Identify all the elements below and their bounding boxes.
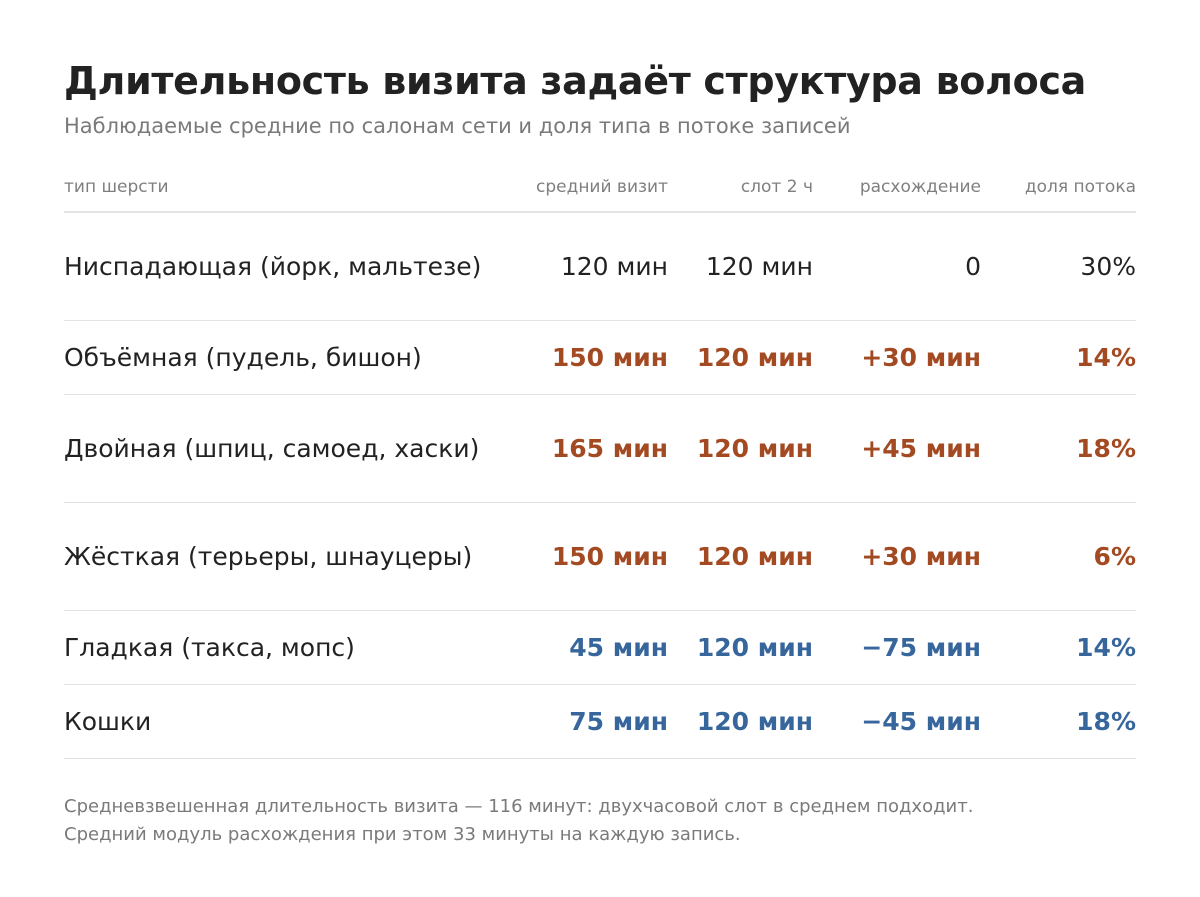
row-share: 6% (1093, 541, 1136, 571)
row-avg-visit: 150 мин (551, 541, 668, 571)
row-diff: 0 (965, 251, 981, 281)
row-slot: 120 мин (696, 706, 813, 736)
row-share: 18% (1076, 433, 1136, 463)
table-row: Ниспадающая (йорк, мальтезе) 120 мин 120… (64, 213, 1136, 321)
row-avg-visit: 75 мин (569, 706, 668, 736)
row-avg-visit: 150 мин (551, 342, 668, 372)
row-avg-visit: 45 мин (569, 632, 668, 662)
row-diff: +30 мин (861, 541, 981, 571)
row-slot: 120 мин (696, 541, 813, 571)
chart-subtitle: Наблюдаемые средние по салонам сети и до… (64, 114, 851, 138)
row-type-label: Гладкая (такса, мопс) (64, 632, 355, 662)
row-share: 30% (1080, 251, 1136, 281)
row-type-label: Жёсткая (терьеры, шнауцеры) (64, 541, 473, 571)
data-table: тип шерсти средний визит слот 2 ч расхож… (64, 176, 1136, 759)
row-type-label: Кошки (64, 706, 152, 736)
footnote-line-2: Средний модуль расхождения при этом 33 м… (64, 824, 741, 845)
row-share: 14% (1076, 632, 1136, 662)
table-header: тип шерсти средний визит слот 2 ч расхож… (64, 176, 1136, 213)
row-diff: +30 мин (861, 342, 981, 372)
row-type-label: Объёмная (пудель, бишон) (64, 342, 422, 372)
row-share: 14% (1076, 342, 1136, 372)
row-diff: −45 мин (861, 706, 981, 736)
row-slot: 120 мин (696, 433, 813, 463)
row-diff: −75 мин (861, 632, 981, 662)
column-header-diff: расхождение (859, 177, 981, 197)
table-row: Кошки 75 мин 120 мин −45 мин 18% (64, 685, 1136, 759)
row-avg-visit: 165 мин (551, 433, 668, 463)
row-slot: 120 мин (705, 251, 813, 281)
row-slot: 120 мин (696, 342, 813, 372)
table-row: Двойная (шпиц, самоед, хаски) 165 мин 12… (64, 395, 1136, 503)
chart-title: Длительность визита задаёт структура вол… (64, 59, 1087, 103)
row-type-label: Ниспадающая (йорк, мальтезе) (64, 251, 482, 281)
row-share: 18% (1076, 706, 1136, 736)
column-header-type: тип шерсти (64, 177, 169, 197)
table-row: Объёмная (пудель, бишон) 150 мин 120 мин… (64, 321, 1136, 395)
column-header-avg-visit: средний визит (535, 177, 668, 197)
row-diff: +45 мин (861, 433, 981, 463)
row-slot: 120 мин (696, 632, 813, 662)
footnote-line-1: Средневзвешенная длительность визита — 1… (64, 796, 974, 817)
row-type-label: Двойная (шпиц, самоед, хаски) (64, 433, 480, 463)
table-row: Жёсткая (терьеры, шнауцеры) 150 мин 120 … (64, 503, 1136, 611)
footnote: Средневзвешенная длительность визита — 1… (64, 793, 1136, 849)
column-header-slot: слот 2 ч (740, 177, 813, 197)
row-avg-visit: 120 мин (560, 251, 668, 281)
column-header-share: доля потока (1024, 177, 1136, 197)
table-row: Гладкая (такса, мопс) 45 мин 120 мин −75… (64, 611, 1136, 685)
